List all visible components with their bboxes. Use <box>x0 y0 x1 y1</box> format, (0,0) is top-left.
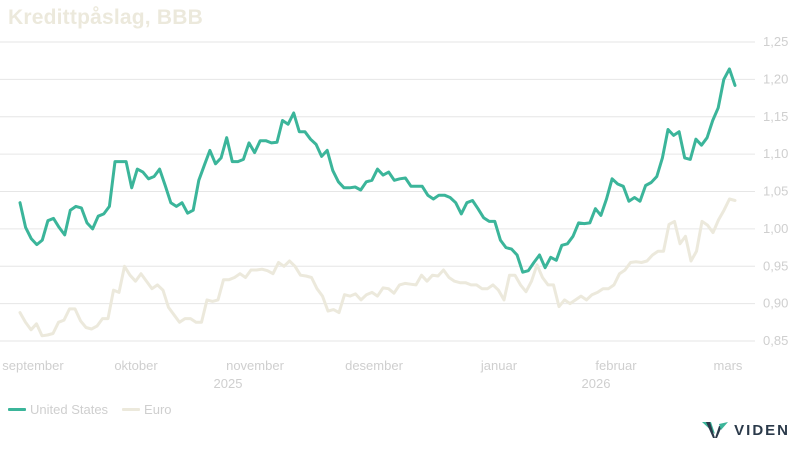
series-line-euro <box>18 197 737 338</box>
y-tick-label: 1,25 <box>763 34 788 49</box>
legend-item-euro[interactable]: Euro <box>122 402 172 417</box>
series-line-united-states <box>18 67 737 274</box>
x-tick-label: februar <box>595 358 637 373</box>
chart-area: 1,25 1,20 1,15 1,10 1,05 1,00 0,95 0,90 0,85 sept… <box>0 34 788 391</box>
y-tick-label: 1,15 <box>763 109 788 124</box>
viden-logo-icon <box>702 422 729 438</box>
legend-item-us[interactable]: United States <box>8 402 108 417</box>
brand-logo: VIDEN <box>702 420 790 440</box>
x-tick-label: oktober <box>114 358 158 373</box>
y-tick-label: 1,00 <box>763 221 788 236</box>
y-tick-label: 0,85 <box>763 333 788 348</box>
legend-label-us: United States <box>30 402 109 417</box>
chart-title: Kredittpåslag, BBB <box>8 6 203 29</box>
x-year-label: 2025 <box>214 376 243 391</box>
legend: United States Euro <box>8 402 172 417</box>
legend-swatch-euro <box>122 408 141 411</box>
y-tick-label: 1,20 <box>763 71 788 86</box>
x-tick-label: september <box>2 358 64 373</box>
x-tick-label: januar <box>480 358 518 373</box>
y-tick-label: 1,05 <box>763 184 788 199</box>
x-tick-label: desember <box>345 358 403 373</box>
x-tick-label: mars <box>714 358 743 373</box>
brand-name: VIDEN <box>734 421 790 439</box>
y-tick-label: 1,10 <box>763 146 788 161</box>
legend-label-euro: Euro <box>144 402 172 417</box>
x-tick-label: november <box>226 358 284 373</box>
y-tick-label: 0,95 <box>763 258 788 273</box>
legend-swatch-us <box>8 408 26 411</box>
x-year-label: 2026 <box>582 376 611 391</box>
y-tick-label: 0,90 <box>763 296 788 311</box>
